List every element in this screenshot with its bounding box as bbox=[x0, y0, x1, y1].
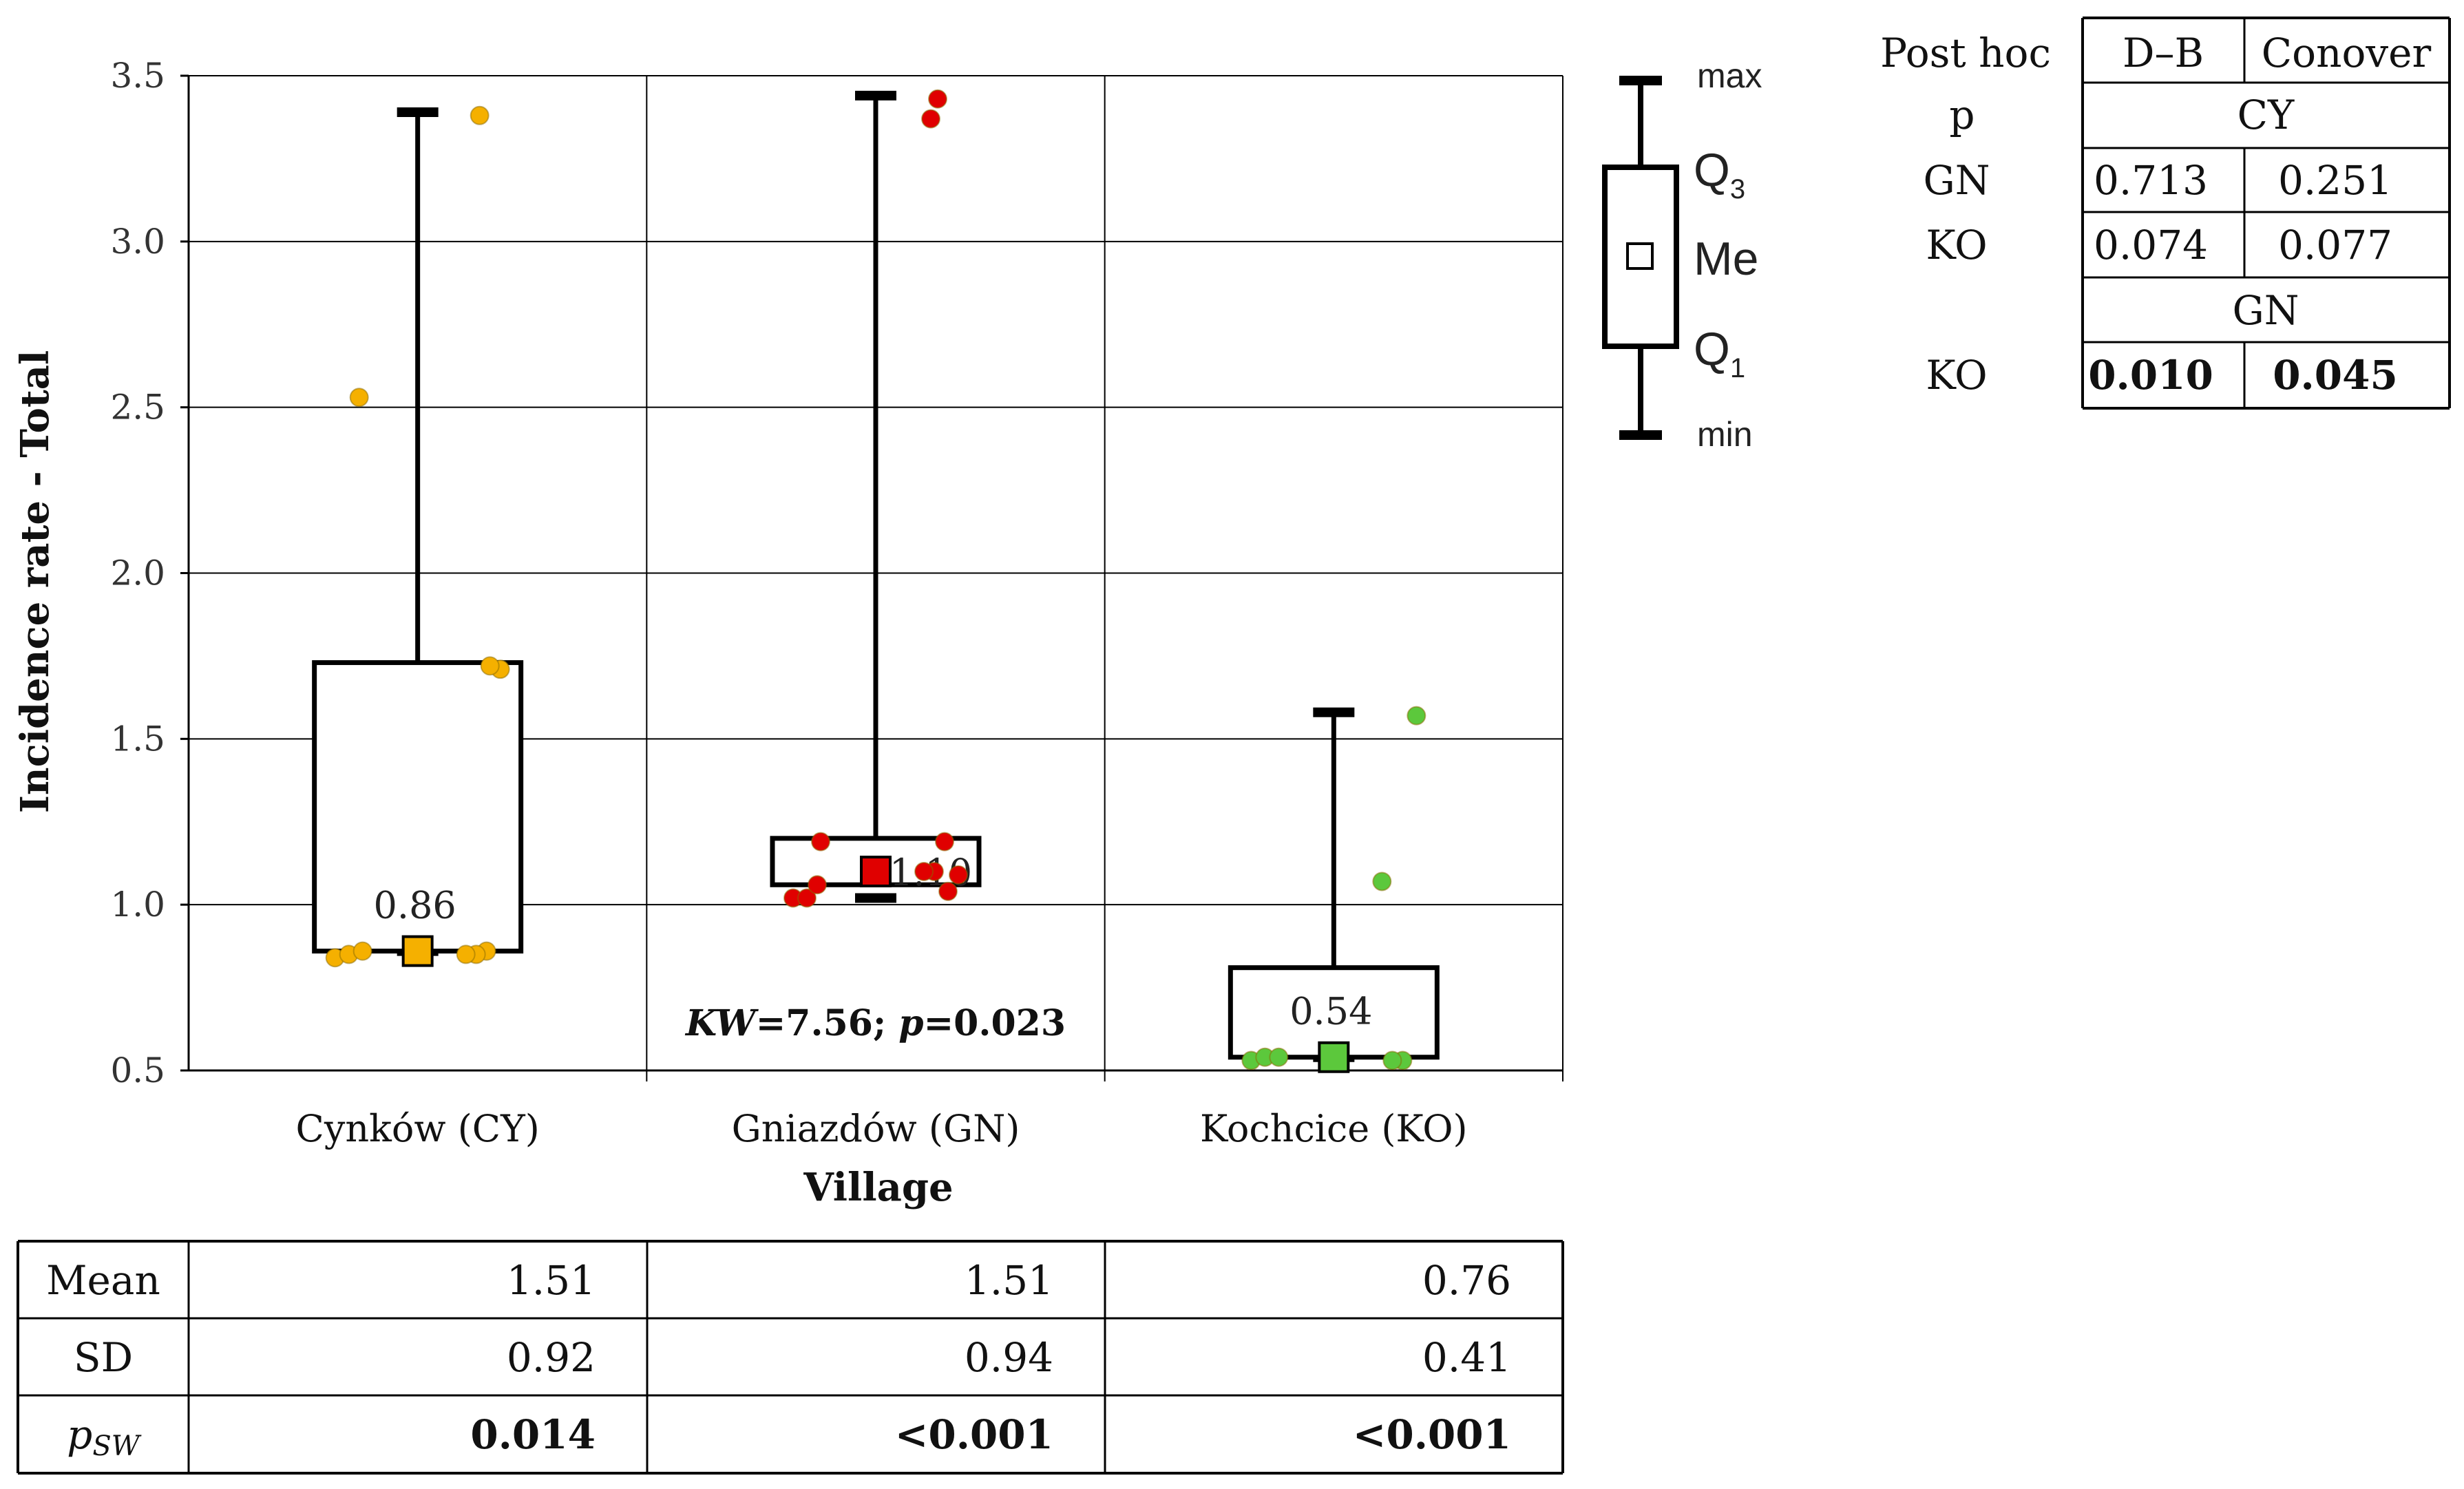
data-point bbox=[1372, 872, 1392, 891]
posthoc-group-gn: GN bbox=[2232, 287, 2299, 334]
data-point bbox=[1407, 706, 1426, 726]
stats-table: Mean 1.51 1.51 0.76 SD 0.92 0.94 0.41 pS… bbox=[17, 1240, 1564, 1475]
y-tick-label: 3.0 bbox=[110, 222, 165, 262]
posthoc-cell: 0.045 bbox=[2273, 352, 2398, 399]
data-point bbox=[921, 109, 940, 129]
stats-cell: <0.001 bbox=[895, 1411, 1053, 1458]
legend-min: min bbox=[1697, 415, 1753, 454]
stats-cell: <0.001 bbox=[1353, 1411, 1511, 1458]
data-point bbox=[797, 888, 817, 908]
data-point bbox=[928, 89, 947, 109]
posthoc-header-db: D–B bbox=[2123, 30, 2204, 76]
posthoc-cell: 0.251 bbox=[2278, 157, 2392, 204]
stats-cell: 0.76 bbox=[1422, 1257, 1511, 1304]
legend-q1: Q1 bbox=[1694, 323, 1745, 383]
box-group: 0.861.100.54 bbox=[312, 90, 1440, 1073]
data-point bbox=[938, 881, 958, 901]
posthoc-cell: 0.010 bbox=[2088, 352, 2213, 399]
x-axis-title: Village bbox=[803, 1165, 953, 1210]
y-axis-ticks: 0.5 1.0 1.5 2.0 2.5 3.0 3.5 bbox=[110, 56, 165, 1090]
legend-median-marker bbox=[1626, 242, 1654, 270]
y-tick-label: 2.5 bbox=[110, 388, 165, 427]
legend-max: max bbox=[1697, 56, 1762, 95]
boxplot-legend: max Q3 Me Q1 min bbox=[1602, 56, 1762, 454]
y-tick-label: 1.0 bbox=[110, 885, 165, 925]
data-points bbox=[325, 89, 1426, 1070]
posthoc-cell: 0.713 bbox=[2094, 157, 2208, 204]
posthoc-header-conover: Conover bbox=[2262, 30, 2432, 76]
stats-cell: 0.41 bbox=[1422, 1334, 1511, 1381]
median-marker bbox=[860, 856, 892, 887]
y-tick-label: 2.0 bbox=[110, 553, 165, 593]
data-point bbox=[480, 656, 500, 676]
posthoc-row-label: KO bbox=[1926, 222, 1987, 268]
x-category-label: Kochcice (KO) bbox=[1200, 1107, 1468, 1150]
posthoc-group-cy: CY bbox=[2237, 92, 2295, 138]
posthoc-row-label: KO bbox=[1926, 352, 1987, 399]
data-point bbox=[935, 832, 954, 852]
y-tick-label: 3.5 bbox=[110, 56, 165, 96]
posthoc-table: Post hoc D–B Conover p CY GN 0.713 0.251… bbox=[1880, 17, 2451, 410]
stats-cell: 1.51 bbox=[965, 1257, 1053, 1304]
posthoc-header-label: Post hoc bbox=[1880, 30, 2051, 76]
data-point bbox=[949, 865, 968, 885]
kw-annotation: KW=7.56; p=0.023 bbox=[684, 1002, 1066, 1044]
stats-row-label-sd: SD bbox=[74, 1334, 133, 1381]
legend-q3: Q3 bbox=[1694, 144, 1745, 204]
stats-cell: 1.51 bbox=[507, 1257, 596, 1304]
iqr-box bbox=[312, 660, 524, 954]
data-point bbox=[1382, 1050, 1402, 1070]
stats-cell: 0.92 bbox=[507, 1334, 596, 1381]
x-axis-categories: Cynków (CY) Gniazdów (GN) Kochcice (KO) bbox=[296, 1107, 1468, 1150]
posthoc-row-label: GN bbox=[1923, 157, 1990, 204]
median-label: 0.86 bbox=[374, 884, 456, 927]
median-marker bbox=[401, 935, 434, 967]
y-tick-label: 0.5 bbox=[110, 1050, 165, 1090]
x-category-label: Cynków (CY) bbox=[296, 1107, 540, 1150]
data-point bbox=[470, 105, 489, 125]
data-point bbox=[456, 944, 476, 964]
data-point bbox=[349, 388, 369, 408]
y-axis-title: Incidence rate - Total bbox=[12, 350, 58, 814]
stats-row-label-mean: Mean bbox=[46, 1257, 160, 1304]
data-point bbox=[1269, 1047, 1289, 1067]
posthoc-cell: 0.074 bbox=[2094, 222, 2208, 268]
posthoc-p-label: p bbox=[1949, 92, 1975, 138]
data-point bbox=[808, 875, 827, 895]
stats-row-label-psw: pSW bbox=[67, 1411, 142, 1462]
legend-me: Me bbox=[1694, 233, 1758, 285]
stats-cell: 0.94 bbox=[965, 1334, 1053, 1381]
data-point bbox=[914, 862, 934, 881]
y-tick-label: 1.5 bbox=[110, 719, 165, 759]
median-marker bbox=[1318, 1041, 1350, 1073]
stats-cell: 0.014 bbox=[470, 1411, 596, 1458]
median-label: 0.54 bbox=[1289, 990, 1372, 1033]
posthoc-cell: 0.077 bbox=[2278, 222, 2392, 268]
data-point bbox=[811, 832, 830, 852]
data-point bbox=[352, 941, 372, 961]
x-category-label: Gniazdów (GN) bbox=[732, 1107, 1020, 1150]
